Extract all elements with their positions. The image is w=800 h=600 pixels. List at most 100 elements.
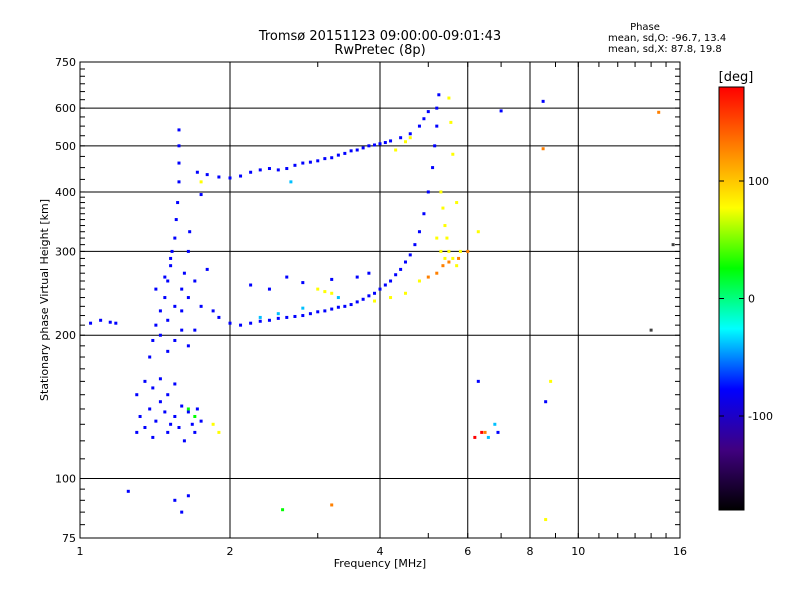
data-point	[441, 206, 445, 210]
data-point	[180, 309, 184, 313]
data-point	[316, 159, 320, 163]
data-point	[361, 146, 365, 150]
data-point	[316, 310, 320, 314]
y-tick-label: 500	[55, 140, 76, 153]
data-point	[182, 439, 186, 443]
data-point	[211, 309, 215, 313]
y-tick-label: 600	[55, 102, 76, 115]
data-point	[228, 176, 232, 180]
data-point	[249, 170, 253, 174]
data-point	[437, 93, 441, 97]
data-point	[199, 304, 203, 308]
data-point	[394, 273, 398, 277]
data-point	[301, 281, 305, 285]
data-point	[455, 264, 459, 268]
data-point	[199, 419, 203, 423]
data-point	[330, 277, 334, 281]
data-point	[383, 283, 387, 287]
data-point	[389, 279, 393, 283]
data-point	[195, 407, 199, 411]
data-point	[158, 333, 162, 337]
data-point	[249, 321, 253, 325]
data-point	[89, 321, 93, 325]
data-point	[330, 291, 334, 295]
data-point	[188, 230, 192, 234]
data-point	[476, 230, 480, 234]
data-point	[417, 124, 421, 128]
data-point	[417, 230, 421, 234]
x-axis-ticks: 1 2 4 6 8 10 16	[77, 62, 687, 558]
x-tick-label: 16	[673, 545, 687, 558]
data-point	[289, 180, 293, 184]
data-point	[148, 407, 152, 411]
data-point	[343, 151, 347, 155]
data-point	[163, 275, 167, 279]
data-point	[426, 190, 430, 194]
data-point	[199, 193, 203, 197]
phase-info-line1: mean, sd,O: -96.7, 13.4	[608, 33, 726, 44]
data-point	[170, 249, 174, 253]
data-point	[343, 304, 347, 308]
data-point	[447, 96, 451, 100]
data-point	[301, 306, 305, 310]
data-point	[293, 314, 297, 318]
data-point	[399, 136, 403, 140]
data-point	[541, 99, 545, 103]
data-point	[239, 174, 243, 178]
data-point	[138, 414, 142, 418]
data-point	[657, 110, 661, 114]
colorbar-ticks: 100 0 -100	[719, 175, 773, 423]
data-point	[267, 318, 271, 322]
data-point	[403, 260, 407, 264]
data-point	[205, 173, 209, 177]
data-point	[276, 316, 280, 320]
data-point	[355, 275, 359, 279]
data-point	[186, 407, 190, 411]
data-point	[285, 167, 289, 171]
data-point	[143, 425, 147, 429]
data-point	[443, 256, 447, 260]
data-point	[367, 294, 371, 298]
y-axis-ticks: 75 100 200 300 400 500 600 750	[55, 56, 680, 545]
data-point	[447, 260, 451, 264]
data-point	[451, 256, 455, 260]
data-point	[186, 494, 190, 498]
data-point	[447, 249, 451, 253]
data-points	[89, 93, 675, 522]
data-point	[211, 422, 215, 426]
data-point	[408, 136, 412, 140]
data-point	[151, 435, 155, 439]
data-point	[190, 422, 194, 426]
data-point	[163, 410, 167, 414]
x-tick-label: 4	[377, 545, 384, 558]
colorbar-tick-label: 100	[748, 175, 769, 188]
data-point	[173, 498, 177, 502]
x-tick-label: 6	[464, 545, 471, 558]
data-point	[458, 249, 462, 253]
data-point	[193, 414, 197, 418]
phase-info-title: Phase	[630, 22, 660, 33]
data-point	[389, 139, 393, 143]
data-point	[403, 140, 407, 144]
data-point	[323, 309, 327, 313]
data-point	[108, 320, 112, 324]
data-point	[166, 279, 170, 283]
data-point	[439, 190, 443, 194]
data-point	[323, 290, 327, 294]
data-point	[177, 180, 181, 184]
data-point	[439, 249, 443, 253]
data-point	[408, 132, 412, 136]
data-point	[217, 175, 221, 179]
data-point	[544, 518, 548, 522]
data-point	[671, 243, 675, 247]
data-point	[435, 124, 439, 128]
phase-info-line2: mean, sd,X: 87.8, 19.8	[608, 44, 722, 55]
x-tick-label: 2	[227, 545, 234, 558]
data-point	[148, 355, 152, 359]
data-point	[186, 410, 190, 414]
chart-subtitle: RwPretec (8p)	[334, 43, 425, 58]
data-point	[186, 296, 190, 300]
data-point	[177, 161, 181, 165]
y-tick-label: 750	[55, 56, 76, 69]
data-point	[367, 144, 371, 148]
